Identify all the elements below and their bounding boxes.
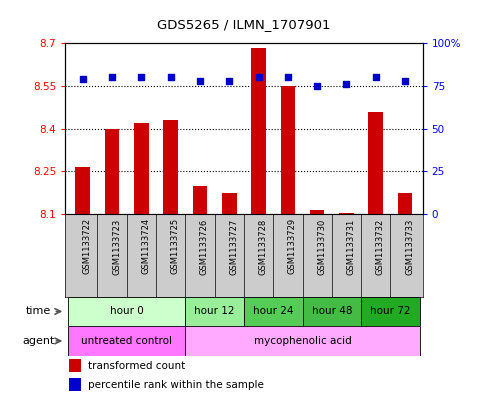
Bar — [185, 326, 420, 356]
Text: GDS5265 / ILMN_1707901: GDS5265 / ILMN_1707901 — [157, 18, 331, 31]
Point — [401, 78, 409, 84]
Bar — [68, 326, 185, 356]
Bar — [302, 297, 361, 326]
Point — [138, 74, 145, 81]
Text: GSM1133731: GSM1133731 — [346, 219, 355, 275]
Point — [342, 81, 350, 87]
Point — [226, 78, 233, 84]
Text: hour 48: hour 48 — [312, 307, 352, 316]
Text: time: time — [26, 307, 52, 316]
Bar — [251, 48, 266, 214]
Text: hour 72: hour 72 — [370, 307, 411, 316]
Text: untreated control: untreated control — [81, 336, 172, 346]
Bar — [281, 86, 295, 214]
Text: percentile rank within the sample: percentile rank within the sample — [88, 380, 264, 390]
Text: GSM1133724: GSM1133724 — [142, 219, 150, 274]
Bar — [222, 193, 237, 214]
Text: hour 0: hour 0 — [110, 307, 143, 316]
Text: GSM1133723: GSM1133723 — [112, 219, 121, 275]
Text: hour 12: hour 12 — [194, 307, 235, 316]
Bar — [68, 297, 185, 326]
Text: agent: agent — [23, 336, 55, 346]
Text: GSM1133728: GSM1133728 — [258, 219, 268, 275]
Text: GSM1133726: GSM1133726 — [200, 219, 209, 275]
Text: GSM1133725: GSM1133725 — [170, 219, 180, 274]
Point — [255, 74, 262, 81]
Point — [284, 74, 292, 81]
Bar — [75, 167, 90, 214]
Text: GSM1133729: GSM1133729 — [288, 219, 297, 274]
Text: GSM1133730: GSM1133730 — [317, 219, 326, 275]
Bar — [193, 186, 207, 214]
Bar — [69, 359, 81, 373]
Text: transformed count: transformed count — [88, 361, 185, 371]
Text: GSM1133733: GSM1133733 — [405, 219, 414, 275]
Text: mycophenolic acid: mycophenolic acid — [254, 336, 352, 346]
Point — [108, 74, 116, 81]
Point — [196, 78, 204, 84]
Bar — [163, 120, 178, 214]
Bar — [134, 123, 149, 214]
Bar — [310, 210, 325, 214]
Point — [167, 74, 174, 81]
Point — [79, 76, 86, 82]
Bar — [339, 213, 354, 214]
Point — [313, 83, 321, 89]
Bar — [185, 297, 244, 326]
Point — [372, 74, 380, 81]
Text: GSM1133727: GSM1133727 — [229, 219, 238, 275]
Text: GSM1133722: GSM1133722 — [83, 219, 92, 274]
Bar — [361, 297, 420, 326]
Text: GSM1133732: GSM1133732 — [376, 219, 385, 275]
Bar — [369, 112, 383, 214]
Bar — [105, 129, 119, 214]
Bar — [398, 193, 412, 214]
Bar — [244, 297, 302, 326]
Bar — [69, 378, 81, 391]
Text: hour 24: hour 24 — [253, 307, 294, 316]
